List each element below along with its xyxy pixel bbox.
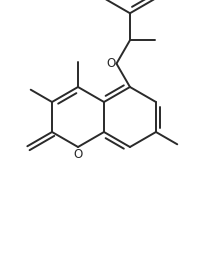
Text: O: O <box>107 57 116 70</box>
Text: O: O <box>73 147 83 160</box>
